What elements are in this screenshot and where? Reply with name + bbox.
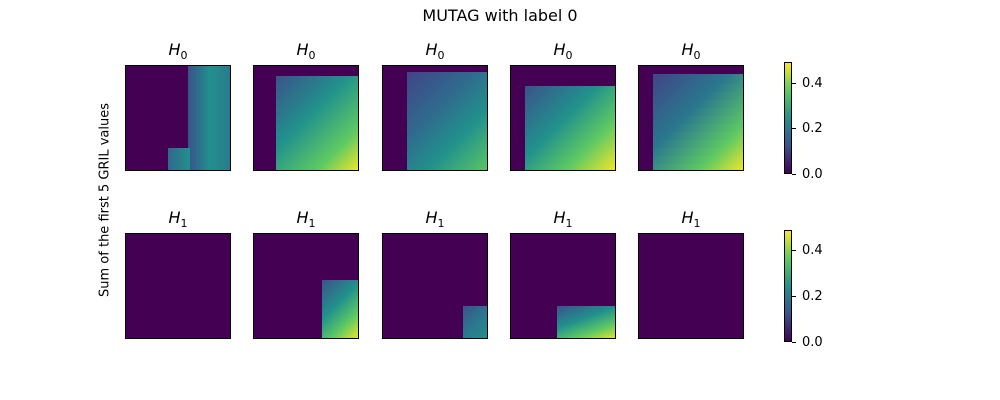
colorbar-row1-tick: 0.4	[792, 243, 823, 258]
panel-title-r1-c4: H1	[681, 208, 701, 231]
colorbar-row1-tick: 0.0	[792, 335, 823, 350]
heatmap-r0-c1-region	[276, 76, 358, 170]
colorbar-row0	[784, 62, 792, 174]
panel-title-r1-c1: H1	[296, 208, 316, 231]
heatmap-r0-c4	[638, 65, 744, 171]
heatmap-r0-c3	[510, 65, 616, 171]
heatmap-r1-c1	[253, 233, 359, 339]
heatmap-r1-c3-region	[557, 306, 615, 338]
panel-title-r0-c4: H0	[681, 40, 701, 63]
panel-title-r0-c3: H0	[553, 40, 573, 63]
panel-title-r1-c2: H1	[425, 208, 445, 231]
y-axis-label: Sum of the first 5 GRIL values	[97, 103, 113, 297]
heatmap-r0-c2-region	[407, 72, 487, 170]
heatmap-r1-c1-region	[322, 280, 358, 338]
heatmap-r1-c3	[510, 233, 616, 339]
heatmap-r1-c4	[638, 233, 744, 339]
panel-title-r0-c0: H0	[168, 40, 188, 63]
heatmap-r0-c3-region	[525, 86, 615, 170]
heatmap-r0-c0	[125, 65, 231, 171]
panel-title-r0-c2: H0	[425, 40, 445, 63]
heatmap-r0-c0-region-low	[168, 148, 190, 170]
heatmap-r1-c2	[382, 233, 488, 339]
panel-title-r1-c0: H1	[168, 208, 188, 231]
colorbar-row0-tick: 0.4	[792, 76, 823, 91]
heatmap-r0-c1	[253, 65, 359, 171]
heatmap-r1-c2-region	[463, 306, 487, 338]
colorbar-row1	[784, 230, 792, 342]
heatmap-r1-c0-fill	[126, 234, 230, 338]
colorbar-row1-tick: 0.2	[792, 289, 823, 304]
heatmap-r0-c2	[382, 65, 488, 171]
colorbar-row0-tick: 0.2	[792, 121, 823, 136]
figure-title: MUTAG with label 0	[422, 6, 578, 25]
heatmap-r1-c0	[125, 233, 231, 339]
panel-title-r1-c3: H1	[553, 208, 573, 231]
panel-title-r0-c1: H0	[296, 40, 316, 63]
heatmap-r1-c4-fill	[639, 234, 743, 338]
heatmap-r0-c0-region	[188, 66, 230, 170]
heatmap-r0-c4-region	[653, 74, 743, 170]
colorbar-row0-tick: 0.0	[792, 167, 823, 182]
